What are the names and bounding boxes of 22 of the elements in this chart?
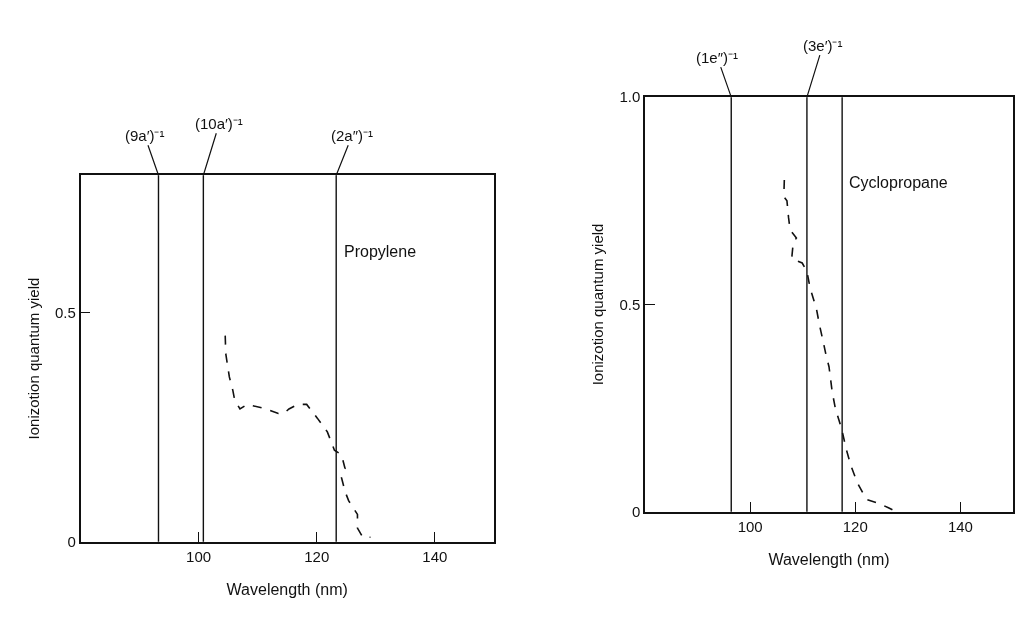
x-tick-label: 120 xyxy=(304,547,330,565)
x-tick-label: 140 xyxy=(422,547,448,565)
ref-line-label: (3e′)⁻¹ xyxy=(803,37,843,54)
ref-line-label: (2a″)⁻¹ xyxy=(331,127,373,144)
y-tick-label: 0.5 xyxy=(54,303,76,321)
x-tick-label: 120 xyxy=(842,517,868,535)
x-axis-title: Wavelength (nm) xyxy=(768,550,890,568)
x-axis-title: Wavelength (nm) xyxy=(226,580,348,598)
ref-line-label: (1e″)⁻¹ xyxy=(696,49,738,66)
annotation: Cyclopropane xyxy=(849,174,948,191)
y-tick-label: 0 xyxy=(67,533,76,551)
annotation: Propylene xyxy=(344,243,417,260)
y-axis-title: Ionizotion quantum yield xyxy=(589,223,607,386)
x-tick-label: 100 xyxy=(186,547,212,565)
y-tick-label: 1.0 xyxy=(619,88,641,106)
ref-line-label: (9a′)⁻¹ xyxy=(125,127,165,144)
ref-line-label: (10a′)⁻¹ xyxy=(195,115,243,132)
x-tick-label: 140 xyxy=(947,517,973,535)
y-axis-title: Ionizotion quantum yield xyxy=(24,277,42,440)
y-tick-label: 0.5 xyxy=(619,295,641,313)
x-tick-label: 100 xyxy=(737,517,763,535)
y-tick-label: 0 xyxy=(631,503,641,521)
